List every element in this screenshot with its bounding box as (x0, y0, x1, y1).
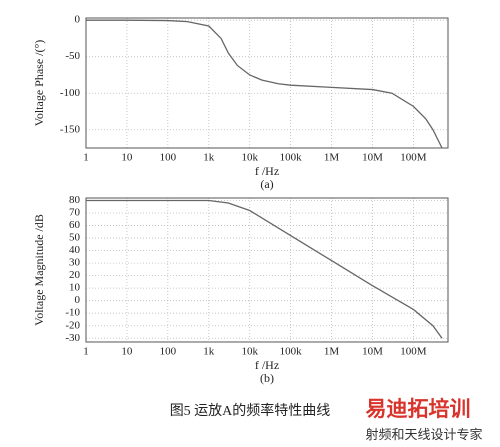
x-tick-label: 1 (83, 152, 89, 164)
y-axis-label: Voltage Phase /(°) (32, 40, 46, 127)
y-tick-label: 20 (69, 269, 81, 281)
y-tick-label: 30 (69, 257, 81, 269)
sublabel: (b) (260, 371, 274, 385)
y-tick-label: 10 (69, 282, 81, 294)
x-axis-label: f /Hz (255, 358, 279, 372)
watermark-brand: 易迪拓培训 (366, 397, 471, 421)
y-tick-label: 60 (69, 219, 81, 231)
y-tick-label: 0 (75, 14, 81, 26)
x-tick-label: 100k (280, 152, 303, 164)
y-tick-label: 50 (69, 232, 81, 244)
y-tick-label: 80 (69, 194, 81, 206)
x-tick-label: 1M (324, 152, 340, 164)
y-tick-label: 70 (69, 207, 81, 219)
y-axis-label: Voltage Magnitude /dB (32, 214, 46, 326)
y-tick-label: 40 (69, 244, 81, 256)
watermark-slogan: 射频和天线设计专家 (365, 427, 482, 442)
x-tick-label: 10 (121, 346, 133, 358)
data-line (86, 199, 443, 339)
plot-frame (85, 17, 449, 149)
x-tick-label: 100 (160, 346, 177, 358)
x-tick-label: 1 (83, 346, 89, 358)
plot-frame (85, 197, 449, 343)
x-tick-label: 10k (241, 152, 258, 164)
x-tick-label: 100M (400, 346, 427, 358)
x-tick-label: 100k (280, 346, 303, 358)
x-tick-label: 1M (324, 346, 340, 358)
x-tick-label: 100M (400, 152, 427, 164)
caption: 图5 运放A的频率特性曲线 (170, 402, 331, 419)
y-tick-label: 0 (75, 294, 81, 306)
x-tick-label: 10M (362, 346, 383, 358)
y-tick-label: -10 (65, 307, 80, 319)
data-line (86, 19, 443, 149)
y-tick-label: -30 (65, 332, 80, 344)
x-tick-label: 10k (241, 346, 258, 358)
x-tick-label: 1k (203, 152, 215, 164)
x-tick-label: 10M (362, 152, 383, 164)
y-tick-label: -50 (65, 50, 80, 62)
y-tick-label: -20 (65, 319, 80, 331)
y-tick-label: -150 (60, 123, 81, 135)
sublabel: (a) (260, 177, 273, 191)
x-tick-label: 100 (160, 152, 177, 164)
x-axis-label: f /Hz (255, 164, 279, 178)
x-tick-label: 1k (203, 346, 215, 358)
x-tick-label: 10 (121, 152, 133, 164)
y-tick-label: -100 (60, 87, 81, 99)
